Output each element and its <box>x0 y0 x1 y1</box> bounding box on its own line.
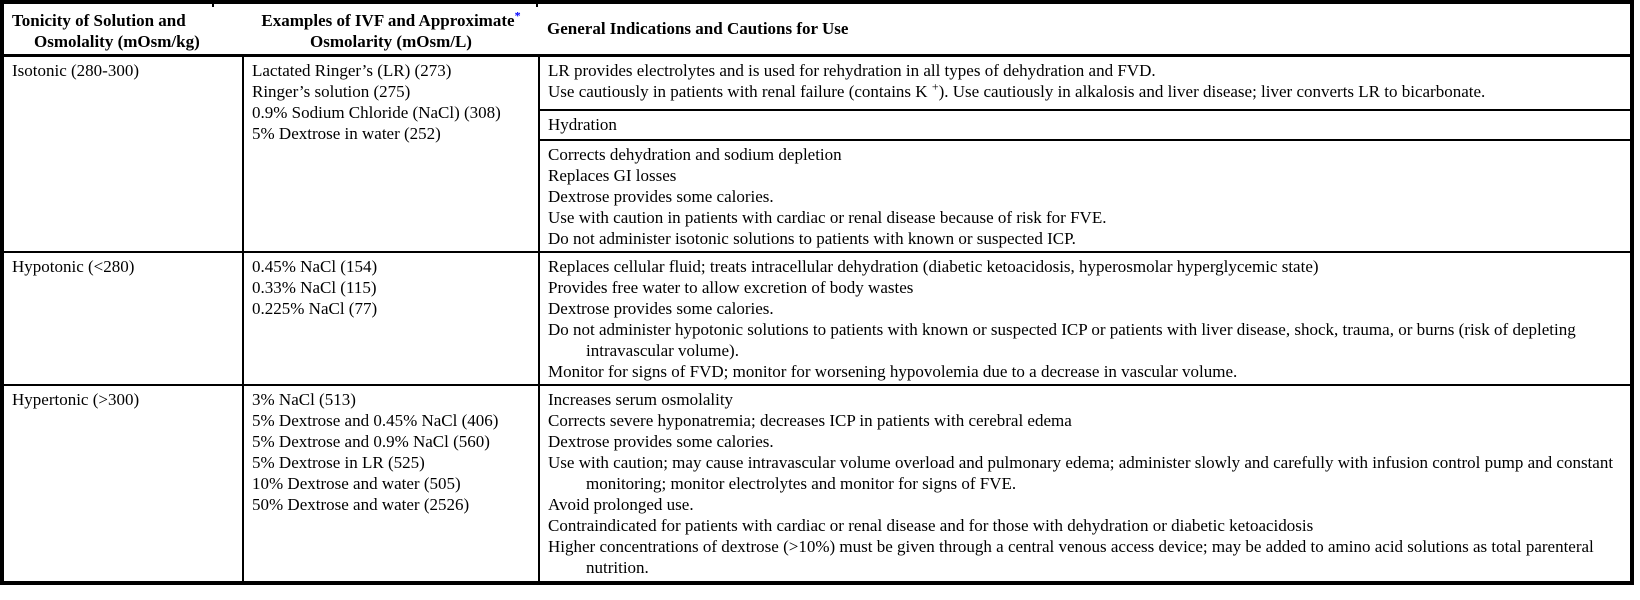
cell-examples-hypotonic: 0.45% NaCl (154) 0.33% NaCl (115) 0.225%… <box>242 250 540 386</box>
example-line: 3% NaCl (513) <box>252 389 356 409</box>
header-examples: Examples of IVF and Approximate* Osmolar… <box>243 2 539 57</box>
example-line: 50% Dextrose and water (2526) <box>252 494 470 514</box>
indication-line: Contraindicated for patients with cardia… <box>548 515 1314 535</box>
indication-line: Dextrose provides some calories. <box>548 298 774 318</box>
header-indications: General Indications and Cautions for Use <box>539 2 1632 57</box>
potassium-superscript: + <box>931 79 939 94</box>
header-tonicity: Tonicity of Solution and Osmolality (mOs… <box>2 2 243 57</box>
example-line: 0.45% NaCl (154) <box>252 256 378 276</box>
indication-line: Dextrose provides some calories. <box>548 431 774 451</box>
header-indications-text: General Indications and Cautions for Use <box>547 18 849 38</box>
row-hypotonic: Hypotonic (<280) 0.45% NaCl (154) 0.33% … <box>1 250 1633 386</box>
indication-line: Use cautiously in patients with renal fa… <box>548 79 1622 102</box>
indication-line: Replaces cellular fluid; treats intracel… <box>548 256 1319 276</box>
border-notch <box>212 0 214 7</box>
indication-line: Dextrose provides some calories. <box>548 186 774 206</box>
indication-line: Avoid prolonged use. <box>548 494 694 514</box>
row-hypertonic: Hypertonic (>300) 3% NaCl (513) 5% Dextr… <box>1 383 1633 584</box>
example-line: 5% Dextrose in water (252) <box>252 124 441 143</box>
header-tonicity-line1: Tonicity of Solution and <box>12 11 186 30</box>
cell-indications-hypertonic: Increases serum osmolality Corrects seve… <box>538 383 1633 584</box>
example-line: 5% Dextrose and 0.45% NaCl (406) <box>252 410 499 430</box>
example-line: Ringer’s solution (275) <box>252 82 411 101</box>
row-isotonic-hydration: Hydration <box>2 108 1633 141</box>
indication-line: Use with caution; may cause intravascula… <box>548 452 1614 493</box>
example-line: 0.33% NaCl (115) <box>252 277 377 297</box>
tonicity-label: Hypertonic (>300) <box>12 389 140 409</box>
example-line: 5% Dextrose in LR (525) <box>252 452 425 472</box>
header-examples-text: Examples of IVF and Approximate <box>261 11 515 30</box>
row-isotonic: Isotonic (280-300) Lactated Ringer’s (LR… <box>1 54 1633 253</box>
cell-examples-isotonic: Lactated Ringer’s (LR) (273) Ringer’s so… <box>242 54 540 253</box>
example-line: Lactated Ringer’s (LR) (273) <box>252 61 452 80</box>
indication-line: Use with caution in patients with cardia… <box>548 207 1107 227</box>
header-examples-line2: Osmolarity (mOsm/L) <box>310 32 472 51</box>
cell-indications-isotonic-lr: LR provides electrolytes and is used for… <box>538 54 1633 111</box>
indication-text: ). Use cautiously in alkalosis and liver… <box>938 82 1486 101</box>
header-row: Tonicity of Solution and Osmolality (mOs… <box>2 2 1632 57</box>
cell-indications-isotonic: Corrects dehydration and sodium depletio… <box>538 138 1633 253</box>
header-tonicity-line2: Osmolality (mOsm/kg) <box>34 32 200 51</box>
indication-line: Corrects severe hyponatremia; decreases … <box>548 410 1072 430</box>
cell-tonicity-hypotonic: Hypotonic (<280) <box>1 250 244 386</box>
example-line: 0.225% NaCl (77) <box>252 298 378 318</box>
example-line: 5% Dextrose and 0.9% NaCl (560) <box>252 431 490 451</box>
cell-tonicity-isotonic: Isotonic (280-300) <box>1 54 244 253</box>
cell-indications-hypotonic: Replaces cellular fluid; treats intracel… <box>538 250 1633 386</box>
indication-line: Corrects dehydration and sodium depletio… <box>548 144 842 164</box>
example-line: 0.9% Sodium Chloride (NaCl) (308) <box>252 103 501 122</box>
cell-tonicity-hypertonic: Hypertonic (>300) <box>1 383 244 584</box>
indication-line: LR provides electrolytes and is used for… <box>548 61 1156 80</box>
ivf-tonicity-table: Tonicity of Solution and Osmolality (mOs… <box>0 0 1634 585</box>
indication-line: Monitor for signs of FVD; monitor for wo… <box>548 361 1238 381</box>
tonicity-label: Hypotonic (<280) <box>12 256 135 276</box>
subheading-label: Hydration <box>548 114 617 134</box>
cell-subheading-hydration: Hydration <box>538 108 1633 141</box>
indication-line: Provides free water to allow excretion o… <box>548 277 914 297</box>
indication-line: Do not administer isotonic solutions to … <box>548 228 1076 248</box>
indication-line: Higher concentrations of dextrose (>10%)… <box>548 536 1594 577</box>
example-line: 10% Dextrose and water (505) <box>252 473 461 493</box>
row-isotonic-indications: Corrects dehydration and sodium depletio… <box>2 138 1633 253</box>
indication-line: Increases serum osmolality <box>548 389 734 409</box>
footnote-asterisk: * <box>514 8 521 23</box>
header-examples-line1: Examples of IVF and Approximate* <box>251 8 531 31</box>
tonicity-label: Isotonic (280-300) <box>12 61 140 80</box>
indication-line: Replaces GI losses <box>548 165 677 185</box>
indication-text: Use cautiously in patients with renal fa… <box>548 82 932 101</box>
border-notch <box>536 0 538 7</box>
cell-examples-hypertonic: 3% NaCl (513) 5% Dextrose and 0.45% NaCl… <box>242 383 540 584</box>
indication-line: Do not administer hypotonic solutions to… <box>548 319 1576 360</box>
